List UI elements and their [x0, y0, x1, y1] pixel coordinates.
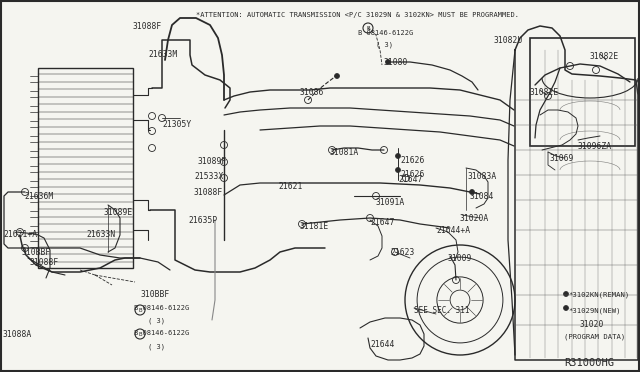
Text: 31088F: 31088F — [133, 22, 163, 31]
Text: B: B — [366, 26, 370, 31]
Text: 31082E: 31082E — [530, 88, 559, 97]
Text: 21636M: 21636M — [24, 192, 53, 201]
Text: 21633N: 21633N — [86, 230, 115, 239]
Text: ( 3): ( 3) — [148, 343, 165, 350]
Text: B: B — [138, 308, 142, 312]
Text: 21644+A: 21644+A — [436, 226, 470, 235]
Text: 310BBF: 310BBF — [141, 290, 170, 299]
Text: 21635P: 21635P — [188, 216, 217, 225]
Text: 31009: 31009 — [448, 254, 472, 263]
Text: *ATTENTION: AUTOMATIC TRANSMISSION <P/C 31029N & 3102KN> MUST BE PROGRAMMED.: *ATTENTION: AUTOMATIC TRANSMISSION <P/C … — [196, 12, 519, 18]
Text: 31096ZA: 31096ZA — [578, 142, 612, 151]
Text: 31081A: 31081A — [330, 148, 359, 157]
Text: 31084: 31084 — [470, 192, 494, 201]
Text: 31181E: 31181E — [300, 222, 329, 231]
Text: ( 3): ( 3) — [376, 42, 393, 48]
Text: 31088F: 31088F — [30, 258, 60, 267]
Bar — [38, 68, 133, 268]
Text: 31086: 31086 — [300, 88, 324, 97]
Text: 31082U: 31082U — [494, 36, 524, 45]
Text: B 08146-6122G: B 08146-6122G — [134, 330, 189, 336]
Text: 31091A: 31091A — [376, 198, 405, 207]
Bar — [530, 38, 635, 146]
Text: (PROGRAM DATA): (PROGRAM DATA) — [564, 334, 625, 340]
Text: SEE SEC. 311: SEE SEC. 311 — [414, 306, 470, 315]
Text: 31080: 31080 — [384, 58, 408, 67]
Text: B 08146-6122G: B 08146-6122G — [358, 30, 413, 36]
Text: B 08146-6122G: B 08146-6122G — [134, 305, 189, 311]
Circle shape — [396, 167, 401, 173]
Text: 21647: 21647 — [398, 175, 422, 184]
Text: 21626: 21626 — [400, 156, 424, 165]
Text: 21305Y: 21305Y — [162, 120, 191, 129]
Circle shape — [396, 154, 401, 158]
Text: 31089E: 31089E — [104, 208, 133, 217]
Text: *31029N(NEW): *31029N(NEW) — [568, 308, 621, 314]
Circle shape — [563, 305, 568, 311]
Text: 31069: 31069 — [550, 154, 574, 163]
Text: 21623: 21623 — [390, 248, 414, 257]
Text: 21626: 21626 — [400, 170, 424, 179]
Text: 21647: 21647 — [370, 218, 394, 227]
Text: 31082E: 31082E — [590, 52, 620, 61]
Circle shape — [335, 74, 339, 78]
Text: R31000HG: R31000HG — [564, 358, 614, 368]
Text: 21621: 21621 — [278, 182, 302, 191]
Text: 31088F: 31088F — [194, 188, 223, 197]
Text: 21633M: 21633M — [148, 50, 177, 59]
Text: B: B — [138, 331, 142, 337]
Text: 21621+A: 21621+A — [3, 230, 37, 239]
Text: 31020A: 31020A — [460, 214, 489, 223]
Circle shape — [470, 189, 474, 195]
Text: *3102KN(REMAN): *3102KN(REMAN) — [568, 292, 629, 298]
Text: 21533X: 21533X — [194, 172, 223, 181]
Text: 31020: 31020 — [580, 320, 604, 329]
Circle shape — [563, 292, 568, 296]
Text: 310BBF: 310BBF — [22, 248, 51, 257]
Text: ( 3): ( 3) — [148, 318, 165, 324]
Text: 31083A: 31083A — [468, 172, 497, 181]
Circle shape — [385, 60, 390, 64]
Text: 21644: 21644 — [370, 340, 394, 349]
Text: 31088A: 31088A — [3, 330, 32, 339]
Text: 31089F: 31089F — [198, 157, 227, 166]
